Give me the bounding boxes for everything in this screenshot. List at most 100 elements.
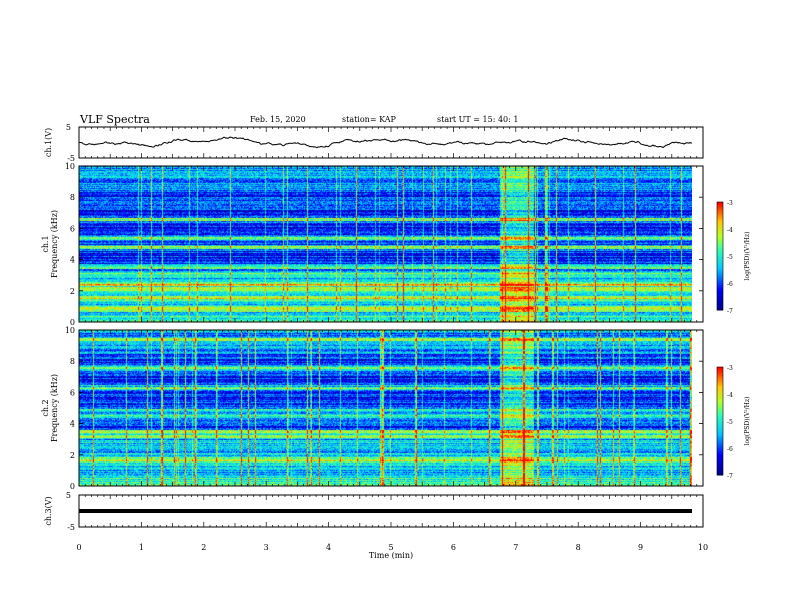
axes-layer — [78, 126, 724, 528]
ch1-colorbar-segment — [717, 229, 723, 232]
ch2-colorbar-segment — [717, 444, 723, 447]
ch2-colorbar-segment — [717, 406, 723, 409]
ch1-colorbar-segment — [717, 292, 723, 295]
ch2-colorbar-segment — [717, 367, 723, 370]
ch1-colorbar-segment — [717, 221, 723, 225]
x-tick-label: 0 — [76, 543, 81, 552]
ch1-colorbar-segment — [717, 306, 723, 309]
ch1-colorbar-segment — [717, 272, 723, 275]
ch2-colorbar-segment — [717, 417, 723, 420]
ch2-colorbar-segment — [717, 471, 723, 474]
ch2-colorbar-segment — [717, 390, 723, 393]
ch1-colorbar-segment — [717, 283, 723, 286]
ch1-colorbar-segment — [717, 207, 723, 210]
ch2-colorbar-segment — [717, 453, 723, 456]
ch1-colorbar-segment — [717, 230, 723, 234]
x-tick-label: 9 — [638, 543, 643, 552]
ch2-colorbar-segment — [717, 460, 723, 463]
ch2-colorbar-segment — [717, 368, 723, 372]
ch1-colorbar-frame — [716, 201, 724, 311]
ch2-colorbar-segment — [717, 473, 723, 476]
x-tick-label: 4 — [326, 543, 331, 552]
ch1-colorbar-label: log(PSD)(V²/Hz) — [744, 232, 751, 281]
ch1-colorbar-segment — [717, 275, 723, 279]
ch2-colorbar-segment — [717, 403, 723, 406]
ch2-colorbar-segment — [717, 424, 723, 427]
ch1-colorbar-segment — [717, 268, 723, 271]
ch1-colorbar-segment — [717, 205, 723, 208]
ch2-colorbar-segment — [717, 428, 723, 431]
ch2-freq-tick-label: 2 — [70, 451, 75, 460]
station-label: station= KAP — [342, 115, 397, 124]
ch2-colorbar-segment — [717, 430, 723, 433]
ch1-freq-tick-label: 4 — [70, 256, 75, 265]
ch1-colorbar-segment — [717, 277, 723, 280]
ch1-colorbar-segment — [717, 259, 723, 262]
ch2-freq-tick-label: 4 — [70, 420, 75, 429]
ch2-colorbar-segment — [717, 451, 723, 454]
ch1-colorbar-segment — [717, 299, 723, 302]
ch1-colorbar-segment — [717, 220, 723, 223]
ch1-colorbar-segment — [717, 227, 723, 230]
ch2-colorbar-segment — [717, 413, 723, 417]
x-tick-label: 7 — [513, 543, 518, 552]
ch1-colorbar-segment — [717, 290, 723, 293]
ch1-colorbar-segment — [717, 254, 723, 257]
ch1-colorbar-segment — [717, 248, 723, 252]
ch2-colorbar-tick-label: -4 — [727, 392, 733, 399]
ch3-waveform-trace — [79, 509, 692, 513]
ch1-colorbar-tick-label: -5 — [727, 254, 733, 261]
ch2-colorbar-segment — [717, 464, 723, 467]
ch1-colorbar-segment — [717, 288, 723, 291]
ch2-colorbar-segment — [717, 410, 723, 413]
ch2-colorbar-segment — [717, 385, 723, 388]
ch2-colorbar-label: log(PSD)(V²/Hz) — [744, 397, 751, 446]
ch1-colorbar-segment — [717, 265, 723, 268]
x-tick-label: 5 — [388, 543, 393, 552]
x-tick-label: 8 — [576, 543, 581, 552]
ch2-colorbar-segment — [717, 421, 723, 424]
ch2-colorbar-segment — [717, 437, 723, 440]
ch2-colorbar-segment — [717, 392, 723, 395]
ch2-colorbar-segment — [717, 412, 723, 415]
ch2-colorbar-segment — [717, 381, 723, 384]
ch2-colorbar-segment — [717, 458, 723, 462]
ch2-colorbar-tick-label: -7 — [727, 473, 733, 480]
ch2-colorbar-segment — [717, 386, 723, 390]
ch2-colorbar-segment — [717, 370, 723, 373]
x-tick-label: 6 — [451, 543, 456, 552]
trace-layer — [78, 136, 693, 513]
ch1-colorbar-tick-label: -3 — [727, 200, 733, 207]
ch1-colorbar-tick-label: -6 — [727, 281, 733, 288]
ch1-volt-axis-label: ch.1(V) — [44, 128, 53, 157]
x-tick-label: 1 — [139, 543, 144, 552]
ch2-freq-tick-label: 8 — [70, 357, 75, 366]
ch2-colorbar-segment — [717, 457, 723, 460]
ch1-freq-tick-label: 8 — [70, 193, 75, 202]
ch1-colorbar-segment — [717, 212, 723, 216]
ch1-colorbar-segment — [717, 261, 723, 264]
ch2-colorbar-segment — [717, 455, 723, 458]
ch1-colorbar-segment — [717, 266, 723, 270]
ch2-colorbar-segment — [717, 431, 723, 435]
ch1-colorbar-segment — [717, 214, 723, 217]
ch2-colorbar-segment — [717, 397, 723, 400]
ch1-colorbar-segment — [717, 304, 723, 307]
ch2-colorbar-segment — [717, 395, 723, 399]
ch2-colorbar-tick-label: -5 — [727, 419, 733, 426]
x-tick-label: 3 — [264, 543, 269, 552]
ch1-colorbar-segment — [717, 281, 723, 284]
ch2-colorbar-segment — [717, 415, 723, 418]
spectrogram-layer — [79, 166, 692, 486]
ch2-freq-tick-label: 10 — [65, 326, 75, 335]
ch1-colorbar-segment — [717, 243, 723, 246]
ch2-colorbar-segment — [717, 419, 723, 422]
ch1-colorbar-segment — [717, 218, 723, 221]
ch1-spectrogram-image — [79, 166, 692, 322]
ch1-freq-tick-label: 6 — [70, 224, 75, 233]
ch1-colorbar-segment — [717, 223, 723, 226]
ch1-colorbar-segment — [717, 308, 723, 311]
ch1-colorbar-segment — [717, 239, 723, 243]
